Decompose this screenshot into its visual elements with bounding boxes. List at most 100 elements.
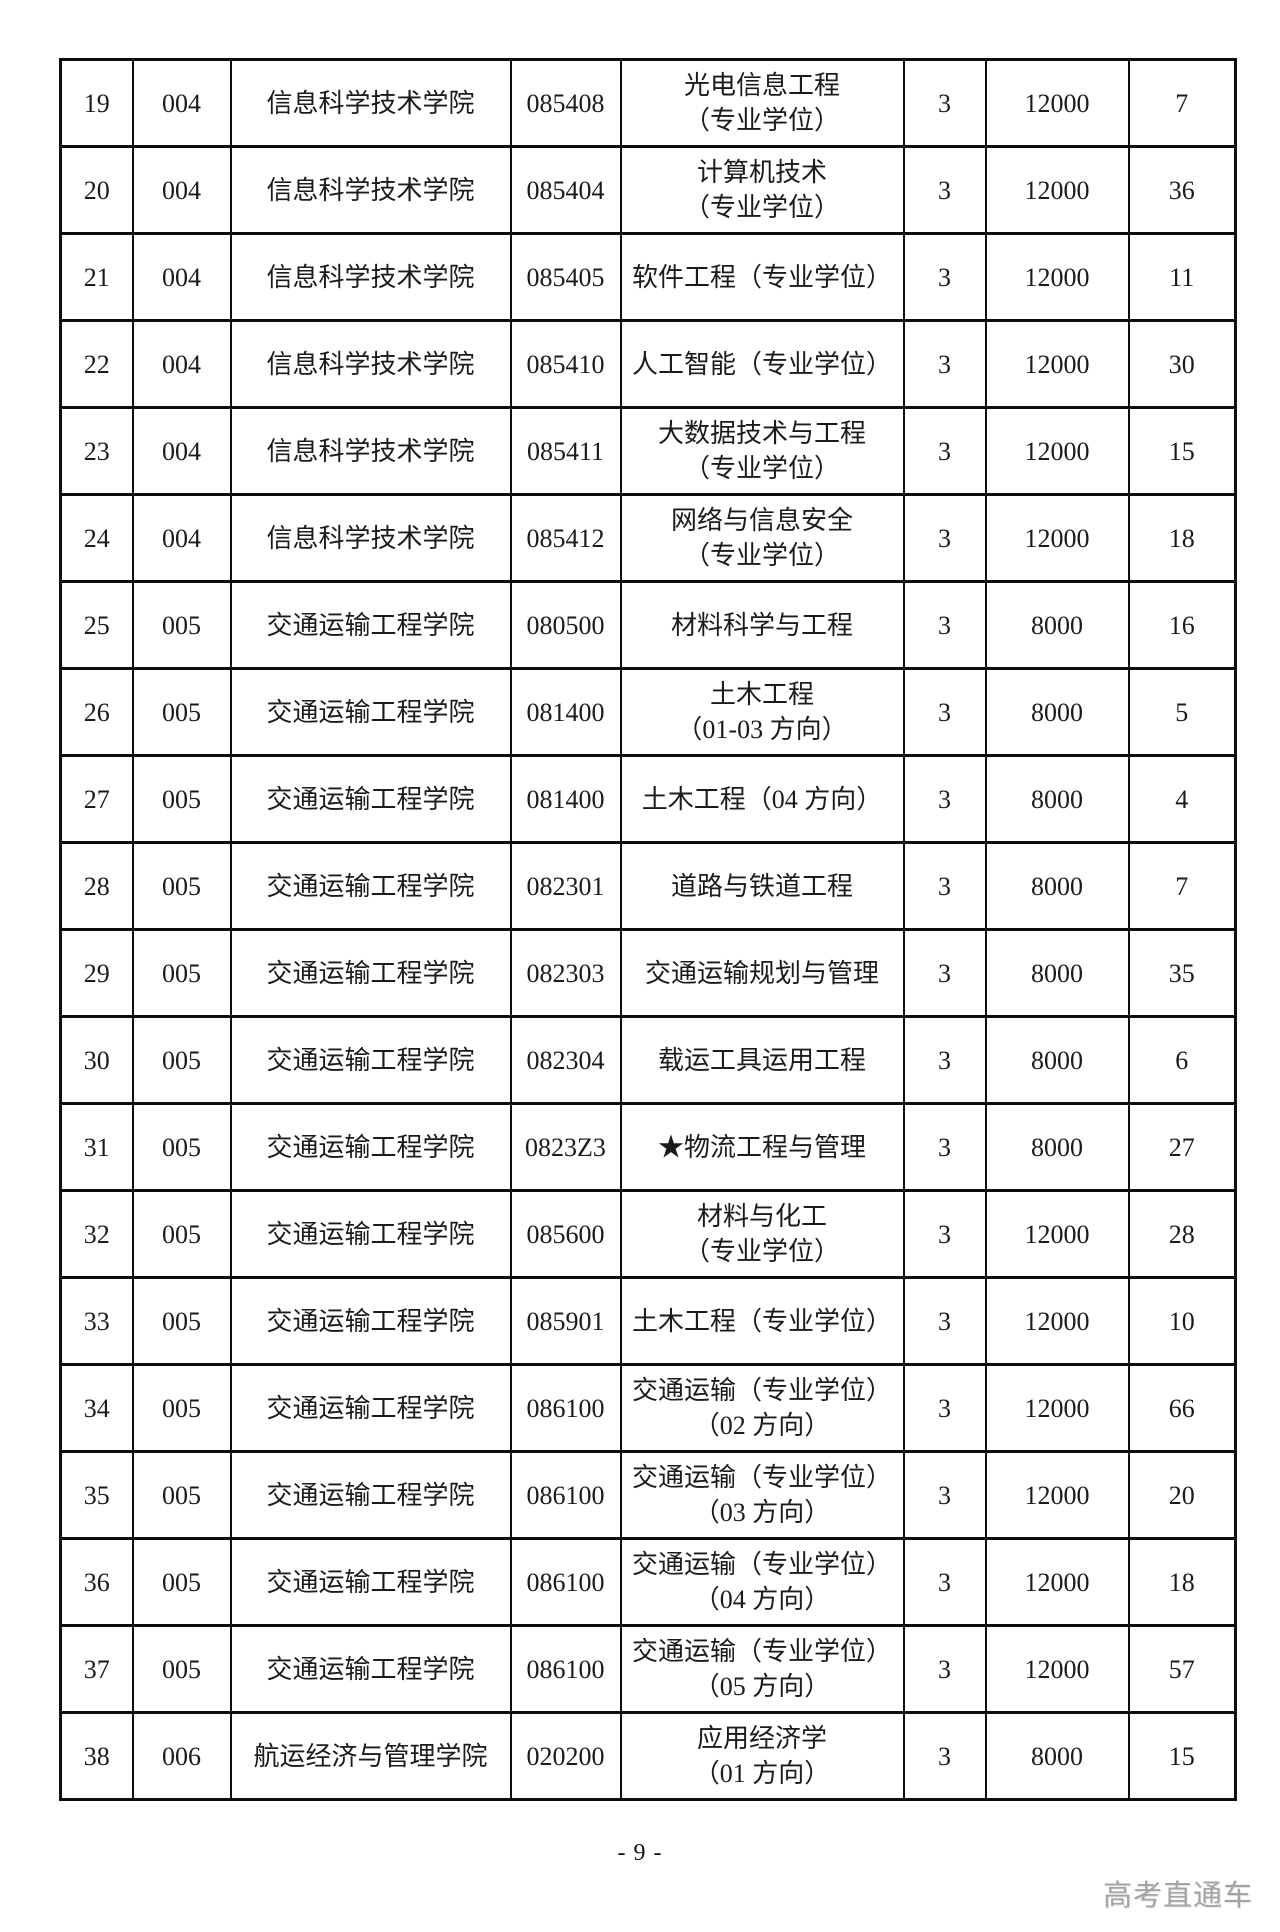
cell-college-code: 004 bbox=[131, 319, 232, 409]
table-row: 30 005 交通运输工程学院 082304 载运工具运用工程 3 8000 6 bbox=[59, 1015, 1237, 1105]
cell-duration-years: 3 bbox=[902, 319, 987, 409]
cell-tuition: 8000 bbox=[984, 1711, 1130, 1801]
cell-row-number: 32 bbox=[59, 1189, 134, 1279]
cell-duration-years: 3 bbox=[902, 58, 987, 148]
table-row: 21 004 信息科学技术学院 085405 软件工程（专业学位） 3 1200… bbox=[59, 232, 1237, 322]
table-row: 33 005 交通运输工程学院 085901 土木工程（专业学位） 3 1200… bbox=[59, 1276, 1237, 1366]
table-row: 24 004 信息科学技术学院 085412 网络与信息安全 （专业学位） 3 … bbox=[59, 493, 1237, 583]
cell-college-code: 004 bbox=[131, 406, 232, 496]
table-row: 37 005 交通运输工程学院 086100 交通运输（专业学位） （05 方向… bbox=[59, 1624, 1237, 1714]
cell-row-number: 25 bbox=[59, 580, 134, 670]
cell-college-code: 005 bbox=[131, 667, 232, 757]
cell-row-number: 36 bbox=[59, 1537, 134, 1627]
cell-major-code: 082304 bbox=[509, 1015, 622, 1105]
cell-planned-enrollment: 66 bbox=[1127, 1363, 1237, 1453]
cell-planned-enrollment: 4 bbox=[1127, 754, 1237, 844]
cell-tuition: 12000 bbox=[984, 1450, 1130, 1540]
cell-college-name: 交通运输工程学院 bbox=[229, 1450, 512, 1540]
cell-duration-years: 3 bbox=[902, 667, 987, 757]
cell-college-code: 005 bbox=[131, 1537, 232, 1627]
cell-row-number: 31 bbox=[59, 1102, 134, 1192]
cell-college-name: 信息科学技术学院 bbox=[229, 232, 512, 322]
table-row: 26 005 交通运输工程学院 081400 土木工程 （01-03 方向） 3… bbox=[59, 667, 1237, 757]
cell-college-code: 005 bbox=[131, 1624, 232, 1714]
table-row: 25 005 交通运输工程学院 080500 材料科学与工程 3 8000 16 bbox=[59, 580, 1237, 670]
table-row: 38 006 航运经济与管理学院 020200 应用经济学 （01 方向） 3 … bbox=[59, 1711, 1237, 1801]
cell-tuition: 12000 bbox=[984, 1276, 1130, 1366]
cell-college-name: 交通运输工程学院 bbox=[229, 928, 512, 1018]
cell-planned-enrollment: 30 bbox=[1127, 319, 1237, 409]
cell-major-code: 0823Z3 bbox=[509, 1102, 622, 1192]
cell-duration-years: 3 bbox=[902, 1276, 987, 1366]
cell-major-name: 网络与信息安全 （专业学位） bbox=[619, 493, 905, 583]
cell-planned-enrollment: 11 bbox=[1127, 232, 1237, 322]
cell-major-code: 086100 bbox=[509, 1450, 622, 1540]
cell-college-code: 004 bbox=[131, 58, 232, 148]
cell-major-name: 交通运输（专业学位） （05 方向） bbox=[619, 1624, 905, 1714]
cell-major-name: 软件工程（专业学位） bbox=[619, 232, 905, 322]
table-row: 22 004 信息科学技术学院 085410 人工智能（专业学位） 3 1200… bbox=[59, 319, 1237, 409]
cell-college-name: 信息科学技术学院 bbox=[229, 58, 512, 148]
cell-major-code: 085410 bbox=[509, 319, 622, 409]
cell-row-number: 24 bbox=[59, 493, 134, 583]
cell-duration-years: 3 bbox=[902, 928, 987, 1018]
cell-row-number: 26 bbox=[59, 667, 134, 757]
cell-duration-years: 3 bbox=[902, 841, 987, 931]
cell-major-code: 080500 bbox=[509, 580, 622, 670]
cell-major-name: 土木工程（04 方向） bbox=[619, 754, 905, 844]
cell-row-number: 21 bbox=[59, 232, 134, 322]
cell-college-name: 交通运输工程学院 bbox=[229, 754, 512, 844]
cell-planned-enrollment: 20 bbox=[1127, 1450, 1237, 1540]
cell-college-code: 004 bbox=[131, 145, 232, 235]
cell-duration-years: 3 bbox=[902, 1102, 987, 1192]
cell-college-code: 006 bbox=[131, 1711, 232, 1801]
cell-college-code: 005 bbox=[131, 1015, 232, 1105]
table-row: 35 005 交通运输工程学院 086100 交通运输（专业学位） （03 方向… bbox=[59, 1450, 1237, 1540]
cell-major-code: 085411 bbox=[509, 406, 622, 496]
cell-major-code: 085412 bbox=[509, 493, 622, 583]
cell-row-number: 20 bbox=[59, 145, 134, 235]
cell-college-code: 005 bbox=[131, 928, 232, 1018]
cell-row-number: 30 bbox=[59, 1015, 134, 1105]
cell-duration-years: 3 bbox=[902, 754, 987, 844]
cell-major-name: 道路与铁道工程 bbox=[619, 841, 905, 931]
cell-planned-enrollment: 35 bbox=[1127, 928, 1237, 1018]
cell-college-code: 005 bbox=[131, 1276, 232, 1366]
cell-college-code: 005 bbox=[131, 1363, 232, 1453]
cell-tuition: 12000 bbox=[984, 145, 1130, 235]
cell-planned-enrollment: 15 bbox=[1127, 406, 1237, 496]
cell-college-name: 交通运输工程学院 bbox=[229, 1363, 512, 1453]
cell-duration-years: 3 bbox=[902, 493, 987, 583]
cell-major-name: 计算机技术 （专业学位） bbox=[619, 145, 905, 235]
cell-major-name: 材料科学与工程 bbox=[619, 580, 905, 670]
cell-major-name: 人工智能（专业学位） bbox=[619, 319, 905, 409]
cell-planned-enrollment: 18 bbox=[1127, 493, 1237, 583]
cell-major-name: ★物流工程与管理 bbox=[619, 1102, 905, 1192]
cell-major-name: 交通运输（专业学位） （04 方向） bbox=[619, 1537, 905, 1627]
cell-major-name: 材料与化工 （专业学位） bbox=[619, 1189, 905, 1279]
cell-college-name: 信息科学技术学院 bbox=[229, 406, 512, 496]
table-row: 20 004 信息科学技术学院 085404 计算机技术 （专业学位） 3 12… bbox=[59, 145, 1237, 235]
cell-tuition: 8000 bbox=[984, 1102, 1130, 1192]
cell-planned-enrollment: 15 bbox=[1127, 1711, 1237, 1801]
cell-college-name: 信息科学技术学院 bbox=[229, 319, 512, 409]
table-row: 23 004 信息科学技术学院 085411 大数据技术与工程 （专业学位） 3… bbox=[59, 406, 1237, 496]
cell-college-name: 航运经济与管理学院 bbox=[229, 1711, 512, 1801]
cell-planned-enrollment: 7 bbox=[1127, 841, 1237, 931]
cell-major-name: 交通运输（专业学位） （03 方向） bbox=[619, 1450, 905, 1540]
cell-tuition: 8000 bbox=[984, 841, 1130, 931]
cell-row-number: 33 bbox=[59, 1276, 134, 1366]
cell-row-number: 34 bbox=[59, 1363, 134, 1453]
cell-major-name: 土木工程（专业学位） bbox=[619, 1276, 905, 1366]
table-row: 34 005 交通运输工程学院 086100 交通运输（专业学位） （02 方向… bbox=[59, 1363, 1237, 1453]
cell-major-code: 085600 bbox=[509, 1189, 622, 1279]
cell-tuition: 12000 bbox=[984, 1363, 1130, 1453]
cell-major-name: 交通运输规划与管理 bbox=[619, 928, 905, 1018]
cell-duration-years: 3 bbox=[902, 1711, 987, 1801]
cell-tuition: 12000 bbox=[984, 58, 1130, 148]
cell-tuition: 12000 bbox=[984, 232, 1130, 322]
cell-tuition: 8000 bbox=[984, 1015, 1130, 1105]
cell-planned-enrollment: 28 bbox=[1127, 1189, 1237, 1279]
cell-duration-years: 3 bbox=[902, 580, 987, 670]
cell-college-name: 交通运输工程学院 bbox=[229, 1102, 512, 1192]
